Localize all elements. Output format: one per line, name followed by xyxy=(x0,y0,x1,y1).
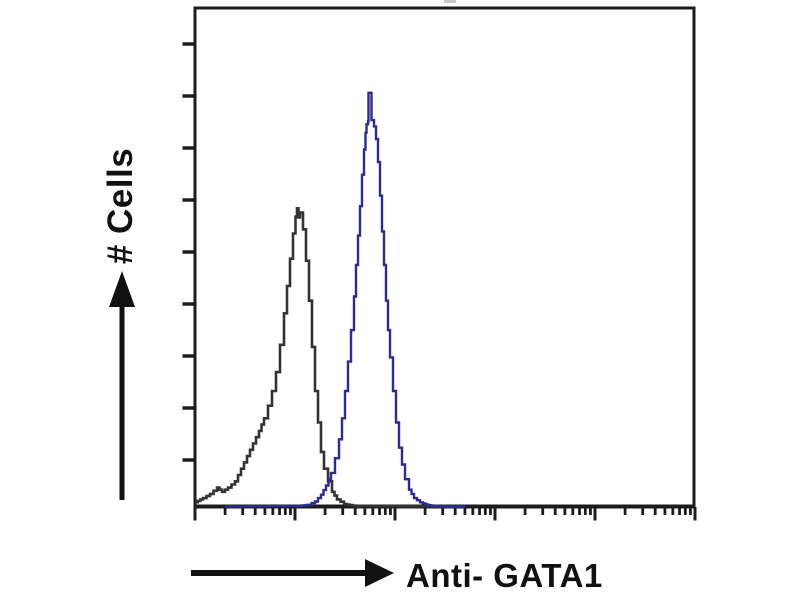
blue-curve xyxy=(225,91,465,508)
x-axis-log-ticks xyxy=(193,507,697,521)
artifact-mark xyxy=(444,0,456,3)
up-arrow-icon xyxy=(109,271,135,500)
x-axis-label: Anti- GATA1 xyxy=(406,557,603,594)
right-arrow-icon xyxy=(191,559,394,587)
black-curve xyxy=(195,207,465,508)
y-axis-label: # Cells xyxy=(101,147,140,265)
histogram-curves xyxy=(195,91,465,508)
y-axis-ticks xyxy=(182,42,195,462)
plot-border xyxy=(193,6,696,508)
